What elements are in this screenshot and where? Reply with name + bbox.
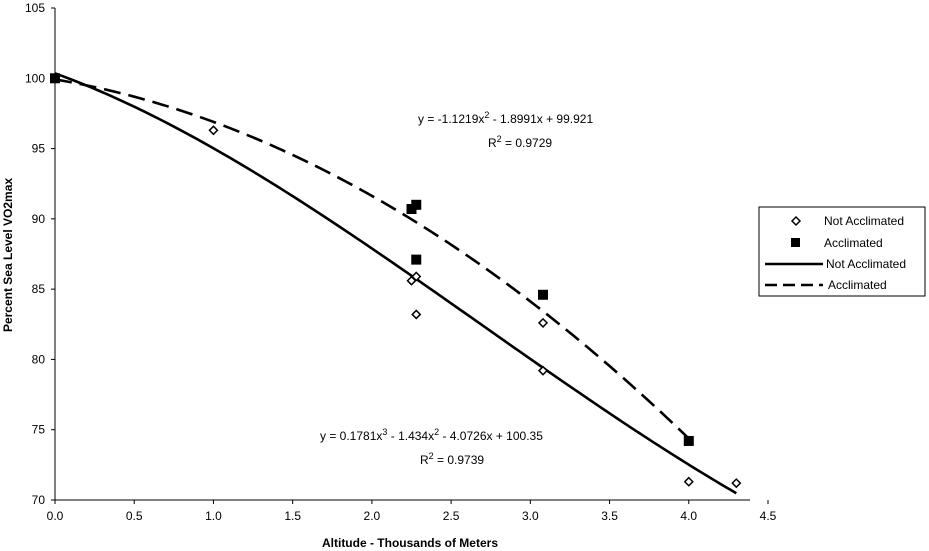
legend-marker-diamond xyxy=(790,215,802,227)
point-acclimated xyxy=(50,73,60,84)
points-acclimated xyxy=(50,73,694,446)
y-tick-label: 85 xyxy=(32,282,46,296)
y-tick-label: 75 xyxy=(32,423,46,437)
not-acclimated-equation: y = 0.1781x3 - 1.434x2 - 4.0726x + 100.3… xyxy=(320,427,543,443)
y-axis-title: Percent Sea Level VO2max xyxy=(1,178,15,332)
x-axis-title: Altitude - Thousands of Meters xyxy=(322,536,498,550)
legend-box xyxy=(758,206,926,297)
y-ticks: 70 75 80 85 90 95 100 105 xyxy=(25,1,55,507)
x-tick-label: 3.5 xyxy=(601,509,618,523)
acclimated-equation: y = -1.1219x2 - 1.8991x + 99.921 xyxy=(418,110,593,126)
legend-label-not-acclimated-points: Not Acclimated xyxy=(824,214,904,228)
x-tick-label: 0.0 xyxy=(47,509,64,523)
point-acclimated xyxy=(411,199,422,210)
x-tick-label: 1.0 xyxy=(205,509,222,523)
point-not-acclimated xyxy=(537,317,549,328)
y-tick-label: 70 xyxy=(32,493,46,507)
trendline-not-acclimated xyxy=(54,72,737,495)
legend-marker-square xyxy=(791,238,800,247)
x-tick-label: 4.0 xyxy=(680,509,697,523)
y-tick-label: 100 xyxy=(25,71,45,85)
y-tick-label: 95 xyxy=(32,142,46,156)
y-tick-label: 105 xyxy=(25,1,45,15)
point-not-acclimated xyxy=(731,478,742,489)
point-not-acclimated xyxy=(411,271,422,282)
points-not-acclimated xyxy=(49,73,742,489)
point-acclimated xyxy=(683,435,694,446)
trendline-acclimated xyxy=(54,78,690,440)
y-tick-label: 80 xyxy=(32,352,46,366)
legend-label-acclimated-line: Acclimated xyxy=(828,278,887,292)
x-ticks: 0.0 0.5 1.0 1.5 2.0 2.5 3.0 3.5 4.0 4.5 xyxy=(47,500,777,523)
point-acclimated xyxy=(411,254,422,265)
point-not-acclimated xyxy=(683,476,694,487)
x-tick-label: 3.0 xyxy=(522,509,539,523)
x-tick-label: 1.5 xyxy=(284,509,301,523)
point-not-acclimated xyxy=(411,309,422,320)
point-not-acclimated xyxy=(208,125,219,136)
y-tick-label: 90 xyxy=(32,212,46,226)
point-acclimated xyxy=(538,289,549,300)
acclimated-r2: R2 = 0.9729 xyxy=(488,134,552,150)
not-acclimated-r2: R2 = 0.9739 xyxy=(420,451,484,467)
x-tick-label: 0.5 xyxy=(126,509,143,523)
legend-label-not-acclimated-line: Not Acclimated xyxy=(826,257,906,271)
legend-label-acclimated-points: Acclimated xyxy=(824,236,883,250)
point-not-acclimated xyxy=(537,365,549,376)
legend: Not Acclimated Acclimated Not Acclimated… xyxy=(758,206,926,297)
x-tick-label: 2.5 xyxy=(443,509,460,523)
x-tick-label: 4.5 xyxy=(760,509,777,523)
x-tick-label: 2.0 xyxy=(364,509,381,523)
